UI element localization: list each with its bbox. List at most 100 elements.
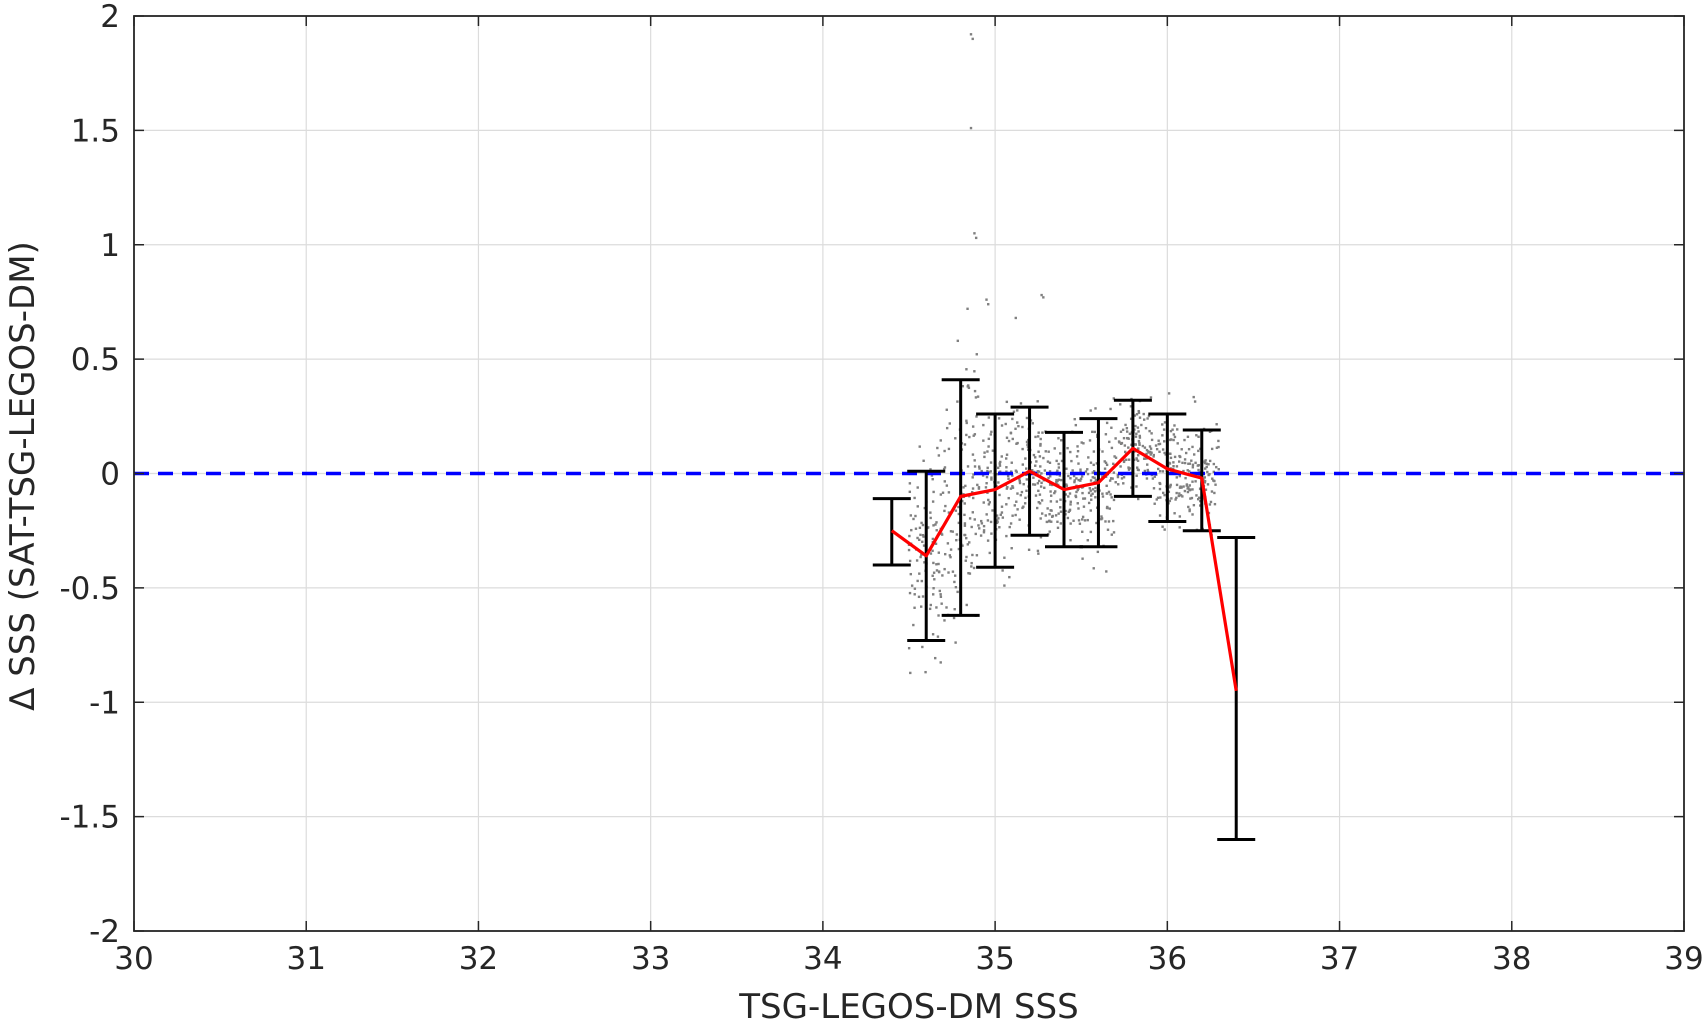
scatter-point (1087, 491, 1091, 495)
scatter-point (1045, 520, 1049, 524)
scatter-point (1024, 496, 1027, 500)
scatter-point (1075, 490, 1078, 494)
scatter-point (957, 512, 961, 516)
scatter-point (996, 472, 999, 476)
scatter-point (1034, 464, 1037, 467)
scatter-point (962, 486, 965, 489)
scatter-point (1179, 494, 1183, 497)
scatter-point (1024, 457, 1027, 460)
scatter-point (943, 619, 946, 622)
scatter-point (1042, 296, 1045, 299)
scatter-point (1109, 493, 1112, 496)
scatter-point (1137, 409, 1140, 413)
scatter-point (1101, 450, 1104, 453)
scatter-point (935, 563, 938, 566)
scatter-point (1001, 516, 1005, 519)
x-tick-label: 32 (459, 941, 498, 977)
scatter-point (1114, 437, 1117, 440)
scatter-point (957, 521, 961, 525)
scatter-point (1036, 482, 1040, 485)
scatter-point (1150, 438, 1154, 442)
scatter-point (1167, 461, 1171, 465)
scatter-point (1152, 453, 1156, 457)
scatter-point (1163, 421, 1167, 424)
scatter-point (998, 462, 1001, 465)
scatter-point (934, 523, 937, 526)
scatter-point (1005, 453, 1009, 456)
scatter-point (982, 524, 986, 528)
scatter-point (1082, 442, 1085, 445)
scatter-point (973, 459, 976, 462)
scatter-point (1009, 432, 1013, 435)
scatter-point (929, 516, 932, 520)
scatter-point (1038, 502, 1042, 505)
scatter-point (1134, 424, 1137, 428)
scatter-point (1092, 450, 1096, 453)
scatter-point (986, 469, 989, 473)
scatter-point (1111, 477, 1114, 480)
scatter-point (1011, 514, 1014, 517)
scatter-point (965, 536, 968, 540)
scatter-point (1036, 506, 1039, 510)
scatter-point (1009, 522, 1013, 525)
y-tick-label: -1.5 (60, 800, 121, 836)
scatter-point (1162, 491, 1165, 495)
scatter-point (1175, 491, 1178, 495)
scatter-point (1011, 437, 1014, 441)
scatter-point (1079, 468, 1082, 471)
scatter-point (945, 606, 948, 609)
scatter-point (1203, 460, 1206, 463)
scatter-point (1142, 412, 1145, 416)
scatter-point (1059, 498, 1062, 501)
x-tick-label: 35 (975, 941, 1014, 977)
scatter-point (1091, 476, 1095, 479)
scatter-point (985, 482, 988, 485)
scatter-point (1020, 490, 1024, 494)
scatter-point (956, 590, 959, 594)
scatter-point (1172, 438, 1175, 442)
scatter-point (912, 623, 915, 627)
scatter-point (1191, 488, 1194, 491)
scatter-point (1211, 477, 1214, 480)
scatter-point (922, 535, 925, 538)
scatter-point (947, 491, 951, 494)
scatter-point (921, 645, 924, 649)
scatter-point (937, 454, 941, 457)
scatter-point (971, 37, 974, 41)
scatter-point (1006, 474, 1010, 478)
scatter-point (1123, 444, 1127, 447)
scatter-point (973, 433, 977, 436)
scatter-point (929, 511, 932, 514)
scatter-point (913, 496, 916, 500)
scatter-point (1059, 522, 1063, 525)
scatter-point (1083, 497, 1087, 500)
scatter-point (1172, 433, 1176, 436)
scatter-point (1177, 460, 1181, 463)
scatter-point (996, 520, 999, 524)
scatter-point (1086, 518, 1089, 522)
scatter-point (1199, 499, 1202, 503)
scatter-point (916, 536, 919, 540)
scatter-point (999, 513, 1002, 516)
scatter-point (1089, 489, 1092, 492)
scatter-point (1086, 468, 1089, 471)
scatter-point (1198, 487, 1202, 490)
scatter-point (1147, 451, 1151, 454)
scatter-point (909, 671, 912, 675)
scatter-point (917, 595, 921, 599)
scatter-point (1180, 486, 1183, 489)
scatter-point (976, 395, 980, 398)
scatter-point (986, 539, 990, 542)
scatter-point (974, 532, 977, 536)
scatter-point (1091, 492, 1094, 496)
scatter-point (1176, 428, 1179, 431)
scatter-point (1049, 500, 1053, 503)
scatter-point (1162, 428, 1166, 431)
scatter-point (1066, 446, 1069, 450)
scatter-point (1050, 520, 1053, 523)
scatter-point (1197, 496, 1201, 499)
scatter-point (987, 503, 991, 506)
scatter-point (1184, 451, 1188, 455)
scatter-point (944, 504, 947, 508)
scatter-point (1065, 483, 1068, 486)
